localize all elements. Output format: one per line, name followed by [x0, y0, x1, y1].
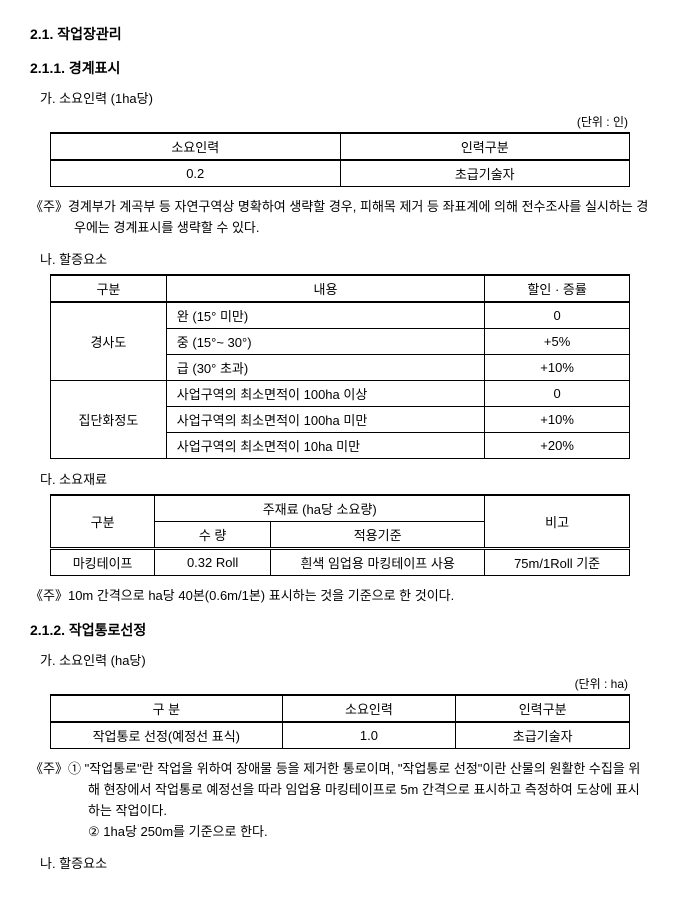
table-a-wrap: 소요인력 인력구분 0.2 초급기술자 — [30, 132, 650, 187]
table-b-cell: +10% — [485, 354, 630, 380]
section-212-heading: 2.1.2. 작업통로선정 — [30, 620, 650, 640]
table-d-header: 인력구분 — [456, 695, 630, 722]
table-c-header: 구분 — [51, 495, 155, 549]
note-d2-num: ② — [88, 824, 100, 839]
note-c-prefix: 《주》 — [30, 588, 68, 603]
subhead-da: 다. 소요재료 — [40, 469, 650, 488]
note-a: 《주》경계부가 계곡부 등 자연구역상 명확하여 생략할 경우, 피해목 제거 … — [30, 197, 650, 239]
subhead-na: 나. 할증요소 — [40, 249, 650, 268]
section-21-heading: 2.1. 작업장관리 — [30, 24, 650, 44]
table-c-cell: 마킹테이프 — [51, 548, 155, 575]
table-b-cell: 0 — [485, 380, 630, 406]
subhead-ga2: 가. 소요인력 (ha당) — [40, 650, 650, 669]
table-a-cell: 초급기술자 — [340, 160, 630, 187]
table-c-header: 주재료 (ha당 소요량) — [155, 495, 485, 522]
table-c-cell: 0.32 Roll — [155, 548, 271, 575]
subhead-na2: 나. 할증요소 — [40, 853, 650, 872]
table-d-wrap: 구 분 소요인력 인력구분 작업통로 선정(예정선 표식) 1.0 초급기술자 — [30, 694, 650, 749]
table-c-cell: 흰색 임업용 마킹테이프 사용 — [271, 548, 485, 575]
unit-label-d: (단위 : ha) — [30, 675, 628, 692]
note-d1-text: "작업통로"란 작업을 위하여 장애물 등을 제거한 통로이며, "작업통로 선… — [85, 761, 641, 818]
table-b: 구분 내용 할인 · 증률 경사도 완 (15° 미만) 0 중 (15°~ 3… — [50, 274, 630, 459]
unit-label-a: (단위 : 인) — [30, 113, 628, 130]
table-b-header: 구분 — [51, 275, 167, 302]
table-c-cell: 75m/1Roll 기준 — [485, 548, 630, 575]
table-b-cell: +20% — [485, 432, 630, 458]
table-b-header: 내용 — [166, 275, 484, 302]
note-d: 《주》① "작업통로"란 작업을 위하여 장애물 등을 제거한 통로이며, "작… — [30, 759, 650, 842]
table-c-header: 적용기준 — [271, 521, 485, 548]
table-b-wrap: 구분 내용 할인 · 증률 경사도 완 (15° 미만) 0 중 (15°~ 3… — [30, 274, 650, 459]
table-d: 구 분 소요인력 인력구분 작업통로 선정(예정선 표식) 1.0 초급기술자 — [50, 694, 630, 749]
table-b-cell: 급 (30° 초과) — [166, 354, 484, 380]
table-c: 구분 주재료 (ha당 소요량) 비고 수 량 적용기준 마킹테이프 0.32 … — [50, 494, 630, 576]
table-b-cell: 완 (15° 미만) — [166, 302, 484, 329]
table-d-cell: 작업통로 선정(예정선 표식) — [51, 722, 283, 749]
table-b-header: 할인 · 증률 — [485, 275, 630, 302]
table-c-header: 수 량 — [155, 521, 271, 548]
table-a: 소요인력 인력구분 0.2 초급기술자 — [50, 132, 630, 187]
table-c-header: 비고 — [485, 495, 630, 549]
table-b-cell: 사업구역의 최소면적이 100ha 미만 — [166, 406, 484, 432]
note-d1-num: ① — [68, 761, 81, 776]
table-a-cell: 0.2 — [51, 160, 341, 187]
note-a-text: 경계부가 계곡부 등 자연구역상 명확하여 생략할 경우, 피해목 제거 등 좌… — [68, 199, 648, 235]
table-d-header: 구 분 — [51, 695, 283, 722]
table-d-cell: 초급기술자 — [456, 722, 630, 749]
table-b-cell: 중 (15°~ 30°) — [166, 328, 484, 354]
note-a-prefix: 《주》 — [30, 199, 68, 214]
table-d-cell: 1.0 — [282, 722, 456, 749]
table-b-group: 경사도 — [51, 302, 167, 381]
section-211-heading: 2.1.1. 경계표시 — [30, 58, 650, 78]
table-a-header: 소요인력 — [51, 133, 341, 160]
table-b-cell: 사업구역의 최소면적이 100ha 이상 — [166, 380, 484, 406]
note-c: 《주》10m 간격으로 ha당 40본(0.6m/1본) 표시하는 것을 기준으… — [30, 586, 650, 607]
subhead-ga: 가. 소요인력 (1ha당) — [40, 88, 650, 107]
table-c-wrap: 구분 주재료 (ha당 소요량) 비고 수 량 적용기준 마킹테이프 0.32 … — [30, 494, 650, 576]
table-b-cell: 0 — [485, 302, 630, 329]
table-d-header: 소요인력 — [282, 695, 456, 722]
table-b-cell: +5% — [485, 328, 630, 354]
note-d2-text: 1ha당 250m를 기준으로 한다. — [103, 824, 267, 839]
note-c-text: 10m 간격으로 ha당 40본(0.6m/1본) 표시하는 것을 기준으로 한… — [68, 588, 454, 603]
table-b-cell: 사업구역의 최소면적이 10ha 미만 — [166, 432, 484, 458]
table-b-group: 집단화정도 — [51, 380, 167, 458]
note-d-prefix: 《주》 — [30, 761, 68, 776]
table-b-cell: +10% — [485, 406, 630, 432]
table-a-header: 인력구분 — [340, 133, 630, 160]
